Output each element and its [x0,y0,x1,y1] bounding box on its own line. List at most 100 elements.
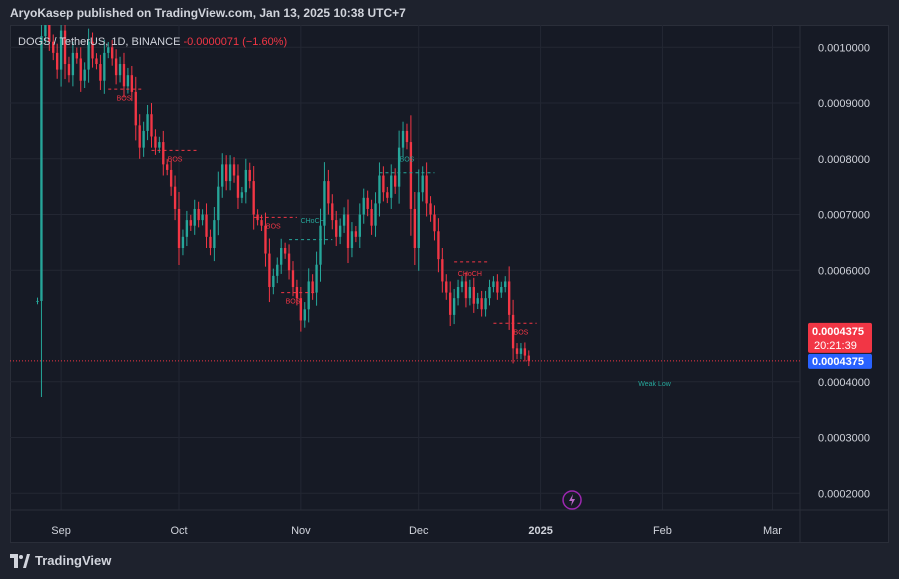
candle-body[interactable] [107,47,110,53]
candle-body[interactable] [425,175,428,204]
candle-body[interactable] [189,220,192,226]
candle-body[interactable] [87,41,90,70]
candle-body[interactable] [496,281,499,293]
candle-body[interactable] [362,197,365,215]
candle-body[interactable] [118,64,122,76]
candle-body[interactable] [488,287,491,299]
candle-body[interactable] [378,175,381,204]
candle-body[interactable] [256,214,259,221]
candle-body[interactable] [177,208,181,248]
candle-body[interactable] [272,275,275,288]
candle-body[interactable] [166,164,169,170]
candle-body[interactable] [452,298,456,315]
candle-body[interactable] [460,281,464,288]
candle-body[interactable] [55,52,59,70]
candle-body[interactable] [311,281,314,293]
candle-body[interactable] [299,298,303,321]
candle-body[interactable] [248,169,251,182]
candle-body[interactable] [280,247,283,265]
candle-body[interactable] [162,142,165,165]
candle-body[interactable] [319,225,322,265]
candle-body[interactable] [295,287,299,299]
candle-body[interactable] [173,186,177,209]
candle-body[interactable] [146,114,149,131]
candle-body[interactable] [519,348,523,354]
candle-body[interactable] [244,169,247,193]
candle-body[interactable] [71,52,75,76]
candle-body[interactable] [91,41,94,59]
chart-frame[interactable] [10,25,889,543]
candle-body[interactable] [99,64,102,81]
candle-body[interactable] [500,287,503,293]
candle-body[interactable] [331,203,334,221]
candle-body[interactable] [413,208,417,248]
candle-body[interactable] [468,287,472,299]
candle-body[interactable] [126,75,130,87]
candle-body[interactable] [44,25,47,37]
candle-body[interactable] [464,281,468,299]
candle-body[interactable] [480,298,483,310]
candle-body[interactable] [417,192,420,248]
candle-body[interactable] [492,281,495,288]
candle-body[interactable] [441,259,444,282]
candle-body[interactable] [342,214,346,226]
candle-body[interactable] [527,355,530,361]
candle-body[interactable] [95,58,98,65]
candle-body[interactable] [429,203,432,215]
candle-body[interactable] [366,197,369,209]
candle-body[interactable] [63,30,67,65]
candle-body[interactable] [103,52,106,81]
candle-body[interactable] [338,225,342,237]
candle-body[interactable] [397,147,401,187]
candle-body[interactable] [504,281,507,288]
candle-body[interactable] [472,287,475,304]
candle-body[interactable] [142,130,145,148]
price-chart[interactable]: 0.0010000 0.0009000 0.0008000 0.0007000 0.00… [10,25,889,543]
candle-body[interactable] [291,270,295,288]
candle-body[interactable] [75,52,78,59]
candle-body[interactable] [374,203,377,226]
candle-body[interactable] [232,164,236,176]
candle-body[interactable] [437,231,440,260]
candle-body[interactable] [228,164,232,182]
candle-body[interactable] [185,220,189,237]
candle-body[interactable] [327,181,330,204]
candle-body[interactable] [268,253,271,288]
lightning-icon[interactable] [562,490,582,510]
candle-body[interactable] [307,281,310,310]
candle-body[interactable] [323,181,326,226]
candle-body[interactable] [433,214,436,232]
candle-body[interactable] [511,314,515,349]
candle-body[interactable] [52,41,55,53]
candle-body[interactable] [276,264,279,276]
candle-body[interactable] [303,309,306,321]
candle-body[interactable] [111,47,114,59]
candle-body[interactable] [83,69,86,81]
candle-body[interactable] [283,247,287,254]
candle-body[interactable] [401,130,405,148]
candle-body[interactable] [217,186,220,221]
candle-body[interactable] [236,175,240,198]
candle-body[interactable] [476,298,479,304]
candle-body[interactable] [213,220,216,248]
candle-body[interactable] [154,136,157,148]
candle-body[interactable] [158,142,161,148]
candle-body[interactable] [515,348,519,354]
candle-body[interactable] [205,214,208,237]
candle-body[interactable] [240,192,244,198]
candle-body[interactable] [456,287,460,299]
candle-body[interactable] [393,175,397,187]
candle-body[interactable] [390,175,393,198]
candle-body[interactable] [260,220,263,226]
candle-body[interactable] [48,25,51,42]
candle-body[interactable] [252,181,255,215]
candle-body[interactable] [40,36,43,301]
candle-body[interactable] [224,164,228,182]
candle-body[interactable] [122,64,126,87]
candle-body[interactable] [287,253,291,271]
candle-body[interactable] [221,164,224,187]
candle-body[interactable] [67,64,71,76]
candle-body[interactable] [134,91,137,126]
candle-body[interactable] [507,281,511,315]
candle-body[interactable] [386,192,389,198]
